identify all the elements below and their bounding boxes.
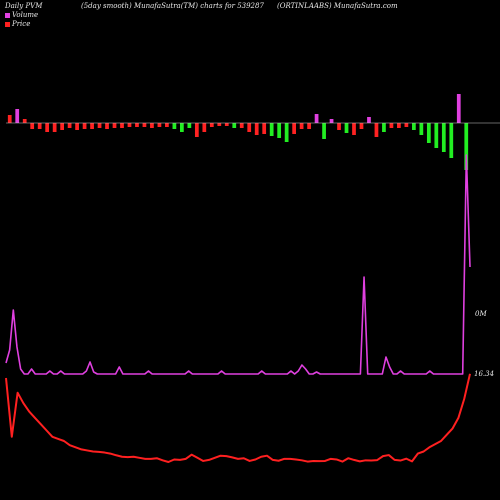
- legend-price-swatch: [5, 21, 10, 27]
- volume-bar: [314, 114, 319, 123]
- volume-bar: [426, 123, 431, 143]
- volume-bar: [172, 123, 177, 129]
- volume-bar: [359, 123, 364, 129]
- volume-bar: [382, 123, 386, 132]
- volume-bar: [120, 123, 124, 128]
- volume-bar: [127, 123, 132, 127]
- volume-bar: [434, 123, 439, 148]
- volume-bar: [150, 123, 154, 128]
- volume-bar: [157, 123, 162, 127]
- volume-bar: [22, 119, 27, 123]
- volume-bar: [284, 123, 289, 142]
- volume-bar: [389, 123, 394, 128]
- volume-bar: [112, 123, 117, 128]
- volume-bar: [165, 123, 169, 127]
- volume-bar: [464, 123, 469, 170]
- volume-bar: [194, 123, 199, 137]
- volume-bar: [419, 123, 424, 135]
- volume-bar: [52, 123, 57, 132]
- volume-bar: [135, 123, 139, 127]
- legend-price: Price: [5, 20, 30, 28]
- volume-bar: [456, 94, 461, 123]
- volume-bar: [307, 123, 311, 129]
- chart-title-middle: (5day smooth) MunafaSutra(TM) charts for…: [81, 2, 264, 10]
- volume-bar: [269, 123, 274, 136]
- volume-bar: [30, 123, 35, 129]
- volume-line: [5, 154, 471, 375]
- chart-title-right: (ORTINLAABS) MunafaSutra.com: [277, 2, 398, 10]
- volume-bar: [449, 123, 454, 158]
- legend-volume: Volume: [5, 11, 38, 19]
- volume-bars: [7, 94, 469, 170]
- volume-bar: [239, 123, 244, 128]
- volume-bar: [180, 123, 184, 132]
- volume-bar: [90, 123, 94, 129]
- volume-bar: [82, 123, 87, 129]
- volume-bar: [412, 123, 416, 130]
- volume-bar: [404, 123, 409, 127]
- legend-price-label: Price: [12, 20, 31, 28]
- volume-bar: [15, 109, 20, 123]
- volume-bar: [37, 123, 42, 129]
- volume-bar: [217, 123, 222, 126]
- legend-volume-label: Volume: [12, 11, 39, 19]
- price-axis-label: 16.34: [474, 370, 494, 378]
- volume-bar: [374, 123, 379, 137]
- volume-bar: [441, 123, 446, 152]
- volume-bar: [262, 123, 267, 134]
- volume-bar: [277, 123, 282, 138]
- volume-bar: [209, 123, 214, 127]
- volume-bar: [7, 115, 12, 123]
- volume-bar: [299, 123, 304, 129]
- volume-bar: [247, 123, 252, 132]
- volume-bar: [202, 123, 207, 132]
- volume-bar: [329, 119, 334, 123]
- volume-bar: [352, 123, 356, 135]
- price-line: [5, 373, 471, 463]
- volume-bar: [254, 123, 259, 135]
- volume-bar: [337, 123, 341, 130]
- volume-bar: [105, 123, 109, 129]
- volume-bar: [232, 123, 237, 128]
- volume-axis-label: 0M: [475, 310, 487, 318]
- volume-bar: [142, 123, 147, 127]
- volume-bar: [45, 123, 50, 132]
- volume-bar: [397, 123, 401, 128]
- chart-title-left: Daily PVM: [5, 2, 43, 10]
- volume-bar: [292, 123, 296, 134]
- volume-bar: [344, 123, 349, 133]
- volume-bar: [322, 123, 326, 139]
- volume-bar: [67, 123, 72, 128]
- volume-bar: [224, 123, 229, 126]
- volume-bar: [367, 117, 371, 123]
- legend-volume-swatch: [5, 12, 10, 18]
- volume-bar: [60, 123, 64, 130]
- volume-bar: [187, 123, 192, 128]
- volume-bar: [75, 123, 79, 130]
- volume-bar: [97, 123, 102, 128]
